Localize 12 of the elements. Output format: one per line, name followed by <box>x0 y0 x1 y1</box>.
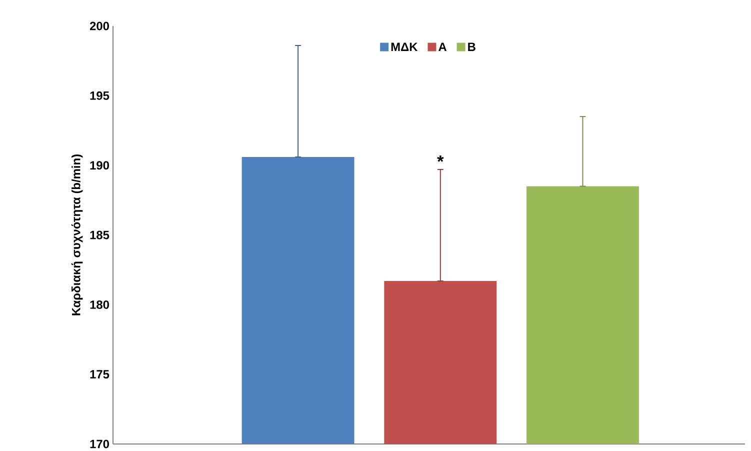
legend-label: ΜΔΚ <box>391 42 418 51</box>
y-tick-label: 195 <box>90 91 110 100</box>
y-tick-label: 200 <box>90 22 109 30</box>
y-tick-label: 185 <box>90 230 110 240</box>
y-tick-label: 175 <box>90 370 110 378</box>
legend-label: Β <box>468 42 476 51</box>
legend-label: Α <box>438 42 447 51</box>
y-tick-label: 190 <box>90 161 109 170</box>
y-tick-label: 170 <box>90 440 109 448</box>
y-axis-title: Καρδιακή συχνότητα (b/min) <box>71 154 83 316</box>
y-tick-label: 180 <box>90 300 109 309</box>
annotation: * <box>437 155 444 162</box>
